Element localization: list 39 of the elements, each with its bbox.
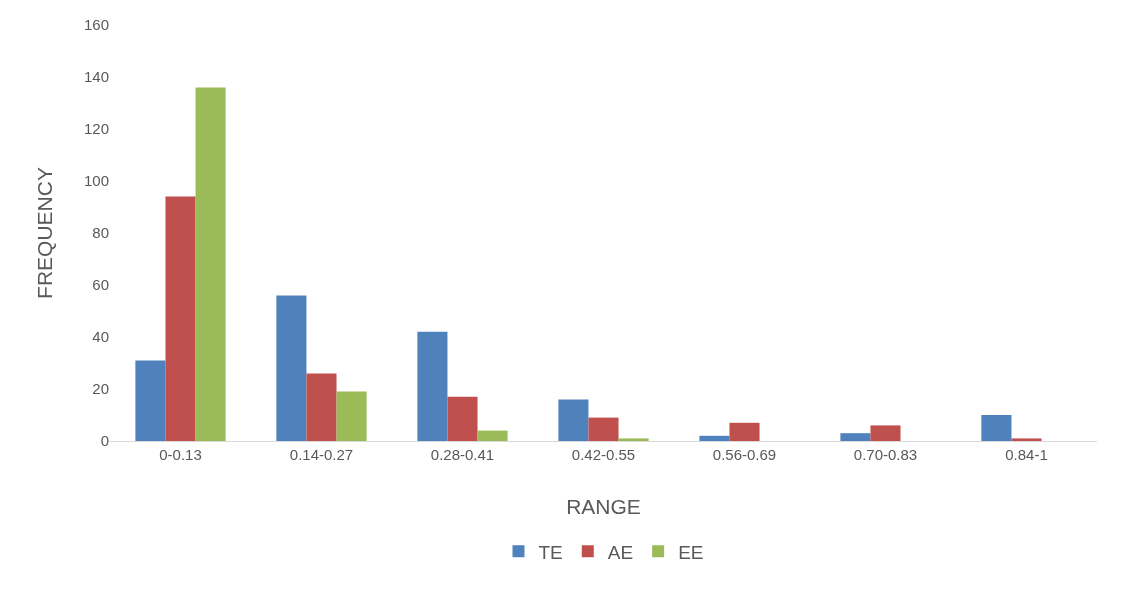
x-tick-label: 0.56-0.69: [712, 446, 777, 463]
bar: [588, 417, 619, 441]
bar: [477, 430, 508, 441]
bar: [165, 196, 196, 441]
bar: [1011, 438, 1042, 441]
x-tick-label: 0.42-0.55: [571, 446, 636, 463]
bar: [336, 391, 367, 441]
x-axis-title: RANGE: [566, 495, 641, 518]
bar: [870, 425, 901, 441]
bar: [558, 399, 589, 441]
bar: [699, 435, 730, 441]
x-tick-label: 0-0.13: [159, 446, 202, 463]
bar: [729, 422, 760, 441]
y-tick-label: 0: [100, 432, 109, 450]
y-tick-label: 140: [83, 68, 109, 86]
y-tick-label: 80: [92, 224, 109, 242]
legend-label: AE: [607, 541, 634, 563]
x-tick-label: 0.28-0.41: [430, 446, 495, 463]
bar: [618, 438, 649, 441]
legend-label: TE: [538, 541, 563, 563]
y-tick-label: 120: [83, 120, 109, 138]
legend-label: EE: [678, 541, 704, 563]
y-tick-label: 40: [92, 328, 109, 346]
bar: [135, 360, 166, 441]
bar: [276, 295, 307, 441]
bar: [447, 396, 478, 441]
y-tick-label: 60: [92, 276, 109, 294]
y-axis-title: FREQUENCY: [33, 167, 57, 299]
bar: [981, 415, 1012, 441]
bar: [840, 433, 871, 441]
bar: [306, 373, 337, 441]
x-tick-label: 0.70-0.83: [853, 446, 918, 463]
x-tick-label: 0.84-1: [1005, 446, 1048, 463]
y-tick-label: 100: [83, 172, 109, 190]
y-tick-label: 160: [83, 16, 109, 34]
x-tick-label: 0.14-0.27: [289, 446, 354, 463]
bar: [417, 331, 448, 441]
bar: [195, 87, 226, 441]
y-tick-label: 20: [92, 380, 109, 398]
